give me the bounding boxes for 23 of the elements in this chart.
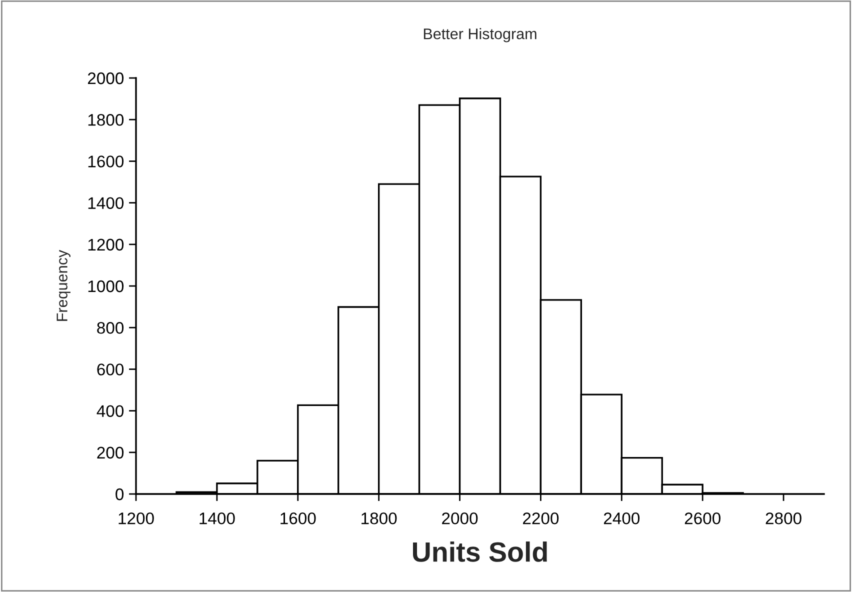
x-tick-label: 1800 bbox=[362, 512, 397, 524]
y-tick-label: 200 bbox=[97, 446, 124, 459]
x-tick-label: 1400 bbox=[200, 512, 235, 524]
x-tick-label: 2600 bbox=[684, 512, 720, 524]
x-tick-label: 2000 bbox=[442, 512, 478, 524]
x-tick-label: 2400 bbox=[604, 512, 640, 524]
x-tick-label: 1600 bbox=[280, 512, 316, 524]
x-tick-label: 1200 bbox=[118, 512, 154, 524]
y-tick-label: 1600 bbox=[88, 156, 124, 168]
y-tick-label: 1800 bbox=[88, 114, 124, 126]
chart-title: Better Histogram bbox=[424, 28, 536, 42]
x-tick-label: 2800 bbox=[766, 512, 802, 524]
y-tick-label: 1200 bbox=[88, 238, 124, 251]
y-tick-label: 0 bbox=[116, 488, 124, 500]
y-tick-label: 2000 bbox=[88, 72, 124, 84]
y-tick-label: 1400 bbox=[88, 197, 124, 210]
y-tick-label: 600 bbox=[97, 364, 124, 376]
x-tick-label: 2200 bbox=[523, 512, 559, 524]
y-tick-label: 1000 bbox=[88, 280, 124, 292]
y-tick-label: 800 bbox=[97, 322, 124, 334]
y-axis-title: Frequency bbox=[56, 250, 70, 321]
y-tick-label: 400 bbox=[96, 405, 124, 418]
x-axis-title: Units Sold bbox=[413, 541, 547, 562]
